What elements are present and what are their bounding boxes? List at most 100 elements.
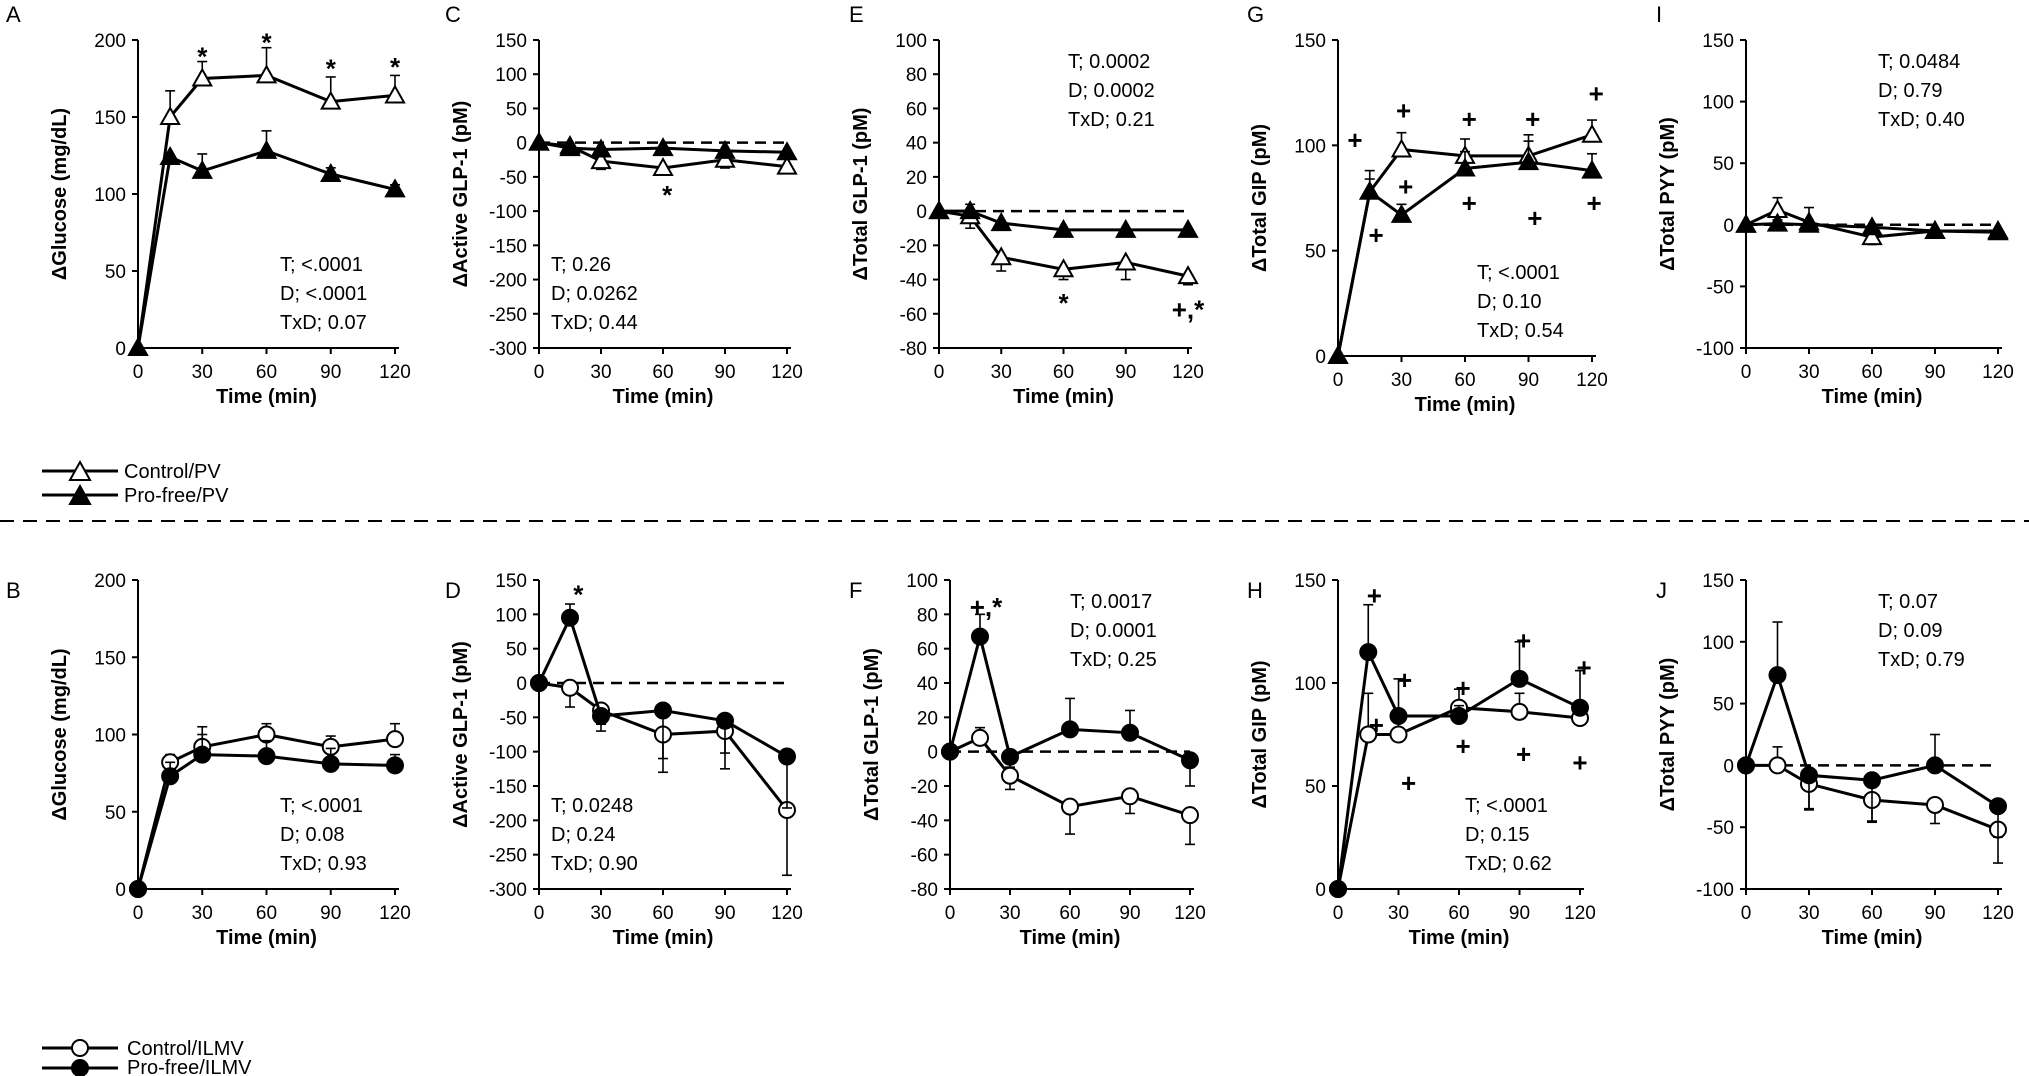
open-triangle-icon [68, 459, 92, 481]
significance-mark: + [1455, 673, 1470, 703]
x-tick-label: 30 [1798, 362, 1819, 383]
x-tick-label: 30 [1391, 370, 1412, 391]
series-pro-free-pv [928, 200, 1199, 238]
x-tick-label: 90 [1115, 362, 1136, 383]
stat-line: TxD; 0.90 [551, 853, 638, 875]
y-tick-label: 0 [916, 202, 927, 223]
y-tick-label: -80 [900, 339, 927, 360]
series-line [136, 149, 396, 349]
x-tick-label: 90 [1119, 903, 1140, 924]
y-tick-label: -150 [489, 236, 527, 257]
stat-line: D; 0.79 [1878, 80, 1942, 102]
filled-triangle-marker [384, 178, 406, 198]
x-tick-label: 30 [590, 903, 611, 924]
stat-line: T; <.0001 [280, 254, 363, 276]
filled-circle-marker [530, 674, 548, 692]
series-pro-free-pv [127, 130, 406, 356]
stat-line: T; <.0001 [1477, 262, 1560, 284]
y-tick-label: 150 [1702, 571, 1734, 592]
y-tick-label: -300 [489, 339, 527, 360]
y-tick-label: 20 [917, 708, 938, 729]
chart-panel-i: I -100 -50 0 50 100 150 0 30 60 90 120 Time (min) ΔTo… [1656, 2, 2014, 408]
x-axis-title: Time (min) [1409, 927, 1510, 949]
filled-circle-marker [592, 706, 610, 725]
filled-triangle-marker [1327, 344, 1349, 364]
filled-triangle-marker [1517, 151, 1540, 171]
y-tick-label: 100 [495, 605, 527, 626]
filled-triangle-icon [68, 483, 92, 505]
x-tick-label: 90 [714, 362, 735, 383]
stat-line: TxD; 0.21 [1068, 109, 1155, 131]
significance-mark: + [1527, 203, 1542, 233]
y-axis-title: ΔTotal GIP (pM) [1249, 124, 1271, 272]
y-axis-title: ΔTotal GLP-1 (pM) [850, 108, 872, 281]
filled-circle-marker [1001, 747, 1019, 766]
filled-circle-marker [1571, 698, 1589, 717]
filled-triangle-marker [1987, 221, 2009, 241]
legend-label: Pro-free/ILMV [127, 1057, 252, 1076]
legend-item: Control/PV [42, 459, 221, 483]
series-pro-free-ilmv [530, 603, 796, 809]
y-axis-title: ΔGlucose (mg/dL) [49, 108, 71, 280]
significance-mark: + [1572, 747, 1587, 777]
chart-panel-j: J -100 -50 0 50 100 150 0 30 60 90 120 Time (min) ΔTo… [1656, 571, 2014, 949]
significance-mark: +,* [1172, 295, 1205, 325]
x-tick-label: 60 [1861, 362, 1882, 383]
stat-line: D; 0.08 [280, 824, 344, 846]
x-tick-label: 0 [534, 362, 545, 383]
series-line [136, 73, 396, 349]
series-line [1336, 160, 1593, 357]
x-axis-title: Time (min) [1013, 386, 1114, 408]
significance-mark: + [1401, 768, 1416, 798]
y-tick-label: 0 [927, 743, 938, 764]
y-tick-label: 60 [917, 640, 938, 661]
open-triangle-marker [320, 90, 342, 110]
x-tick-label: 120 [1576, 370, 1608, 391]
filled-circle-marker [386, 756, 404, 775]
y-tick-label: -250 [489, 846, 527, 867]
filled-circle-marker [257, 747, 276, 766]
filled-triangle-marker [776, 141, 798, 161]
chart-panel-b: B 0 50 100 150 200 0 30 60 90 120 Time (min) ΔGlucos… [6, 571, 411, 949]
x-tick-label: 120 [771, 362, 803, 383]
y-tick-label: 20 [906, 168, 927, 189]
x-tick-label: 30 [991, 362, 1012, 383]
open-circle-marker [1359, 725, 1378, 744]
series-pro-free-pv [1327, 140, 1603, 364]
chart-panel-a: A 0 50 100 150 200 0 30 60 90 120 Time (min) ΔGlucos… [6, 2, 411, 408]
x-tick-label: 90 [1924, 903, 1945, 924]
significance-mark: + [1369, 220, 1384, 250]
filled-circle-marker [778, 747, 796, 766]
significance-mark: + [1516, 626, 1531, 656]
stat-line: TxD; 0.79 [1878, 649, 1965, 671]
significance-mark: + [1462, 104, 1477, 134]
y-tick-label: -40 [900, 271, 927, 292]
filled-triangle-marker [1581, 159, 1603, 179]
y-tick-label: -60 [911, 846, 938, 867]
significance-mark: + [1455, 731, 1470, 761]
x-tick-label: 0 [1333, 903, 1344, 924]
chart-panel-e: E -80 -60 -40 -20 0 20 40 60 80 100 0 30 60 90 120 Time … [849, 2, 1205, 408]
open-triangle-marker [1390, 138, 1413, 158]
filled-triangle-marker [191, 159, 213, 179]
open-triangle-marker [652, 156, 674, 176]
panel-label: H [1247, 578, 1263, 603]
x-tick-label: 120 [771, 903, 803, 924]
stat-line: D; 0.15 [1465, 824, 1529, 846]
x-tick-label: 60 [1448, 903, 1469, 924]
x-tick-label: 120 [1174, 903, 1206, 924]
x-tick-label: 90 [1518, 370, 1539, 391]
open-triangle-marker [1861, 226, 1883, 246]
stat-line: T; 0.0002 [1068, 51, 1150, 73]
filled-circle-marker [1926, 756, 1944, 775]
y-axis-title: ΔGlucose (mg/dL) [49, 648, 71, 820]
series-line [1336, 706, 1581, 890]
filled-triangle-marker [1052, 218, 1075, 238]
y-tick-label: 150 [495, 31, 527, 52]
y-tick-label: 50 [1713, 154, 1734, 175]
x-tick-label: 60 [1861, 903, 1882, 924]
legend-label: Control/PV [124, 461, 221, 483]
y-tick-label: 50 [506, 99, 527, 120]
series-line [1336, 646, 1581, 890]
y-tick-label: 0 [1315, 880, 1326, 901]
